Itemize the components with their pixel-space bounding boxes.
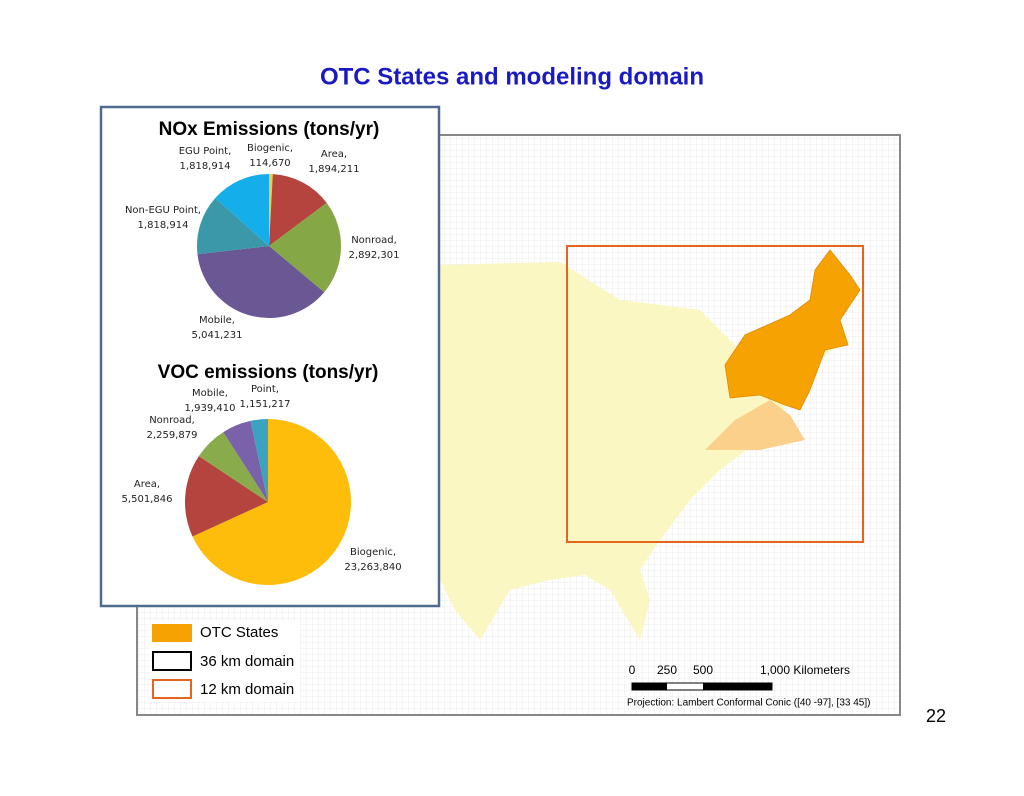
slice-label: Area, [321, 149, 347, 160]
otc-states [724, 249, 861, 411]
pie-slice [198, 432, 268, 502]
legend-label: OTC States [200, 624, 278, 641]
slice-label: Nonroad, [351, 235, 397, 246]
pie-slice [185, 456, 268, 537]
slice-label: Point, [251, 384, 279, 395]
slice-label: Mobile, [199, 315, 235, 326]
map: OTC States 36 km domain 12 km domain 0 2… [136, 134, 901, 716]
slice-value: 2,259,879 [147, 430, 198, 441]
pie-slice [250, 418, 268, 502]
pie-slice [223, 420, 268, 502]
slice-value: 1,939,410 [185, 403, 236, 414]
legend-swatch [152, 651, 192, 671]
slice-label: Mobile, [192, 388, 228, 399]
slice-value: 2,892,301 [349, 250, 400, 261]
legend-label: 36 km domain [200, 653, 294, 670]
slice-value: 114,670 [249, 158, 290, 169]
slice-value: 5,501,846 [122, 494, 173, 505]
scale-label: 1,000 Kilometers [760, 663, 850, 677]
12km-domain [566, 245, 864, 543]
slice-label: EGU Point, [179, 146, 232, 157]
slice-value: 23,263,840 [344, 562, 401, 573]
pie-slice [197, 246, 325, 318]
scale-label: 250 [657, 663, 677, 677]
scale-label: 0 [629, 663, 636, 677]
scale-bar [703, 683, 772, 690]
pie-slice [269, 202, 341, 293]
slice-label: Biogenic, [247, 143, 293, 154]
legend-swatch [152, 624, 192, 642]
pie-slice [197, 198, 269, 255]
pie-slice [192, 419, 351, 585]
virginia [705, 400, 805, 450]
slice-value: 1,894,211 [309, 164, 360, 175]
chart-title: VOC emissions (tons/yr) [158, 362, 379, 383]
page-number: 22 [926, 706, 946, 726]
slice-label: Nonroad, [149, 415, 195, 426]
scale-label: 500 [693, 663, 713, 677]
slice-label: Area, [134, 479, 160, 490]
pie-slice [269, 174, 327, 246]
chart-title: NOx Emissions (tons/yr) [159, 119, 380, 140]
slice-value: 1,151,217 [240, 399, 291, 410]
slice-label: Biogenic, [350, 547, 396, 558]
slide-title: OTC States and modeling domain [320, 63, 704, 90]
scale-bar [632, 683, 667, 690]
pie-slice [215, 174, 269, 246]
us-land [440, 262, 850, 640]
slice-value: 1,818,914 [138, 220, 189, 231]
slice-label: Non-EGU Point, [125, 205, 201, 216]
legend-label: 12 km domain [200, 681, 294, 698]
pie-slice [269, 174, 273, 246]
legend-swatch [152, 679, 192, 699]
slice-value: 1,818,914 [180, 161, 231, 172]
slice-value: 5,041,231 [192, 330, 243, 341]
projection: Projection: Lambert Conformal Conic ([40… [627, 698, 870, 709]
